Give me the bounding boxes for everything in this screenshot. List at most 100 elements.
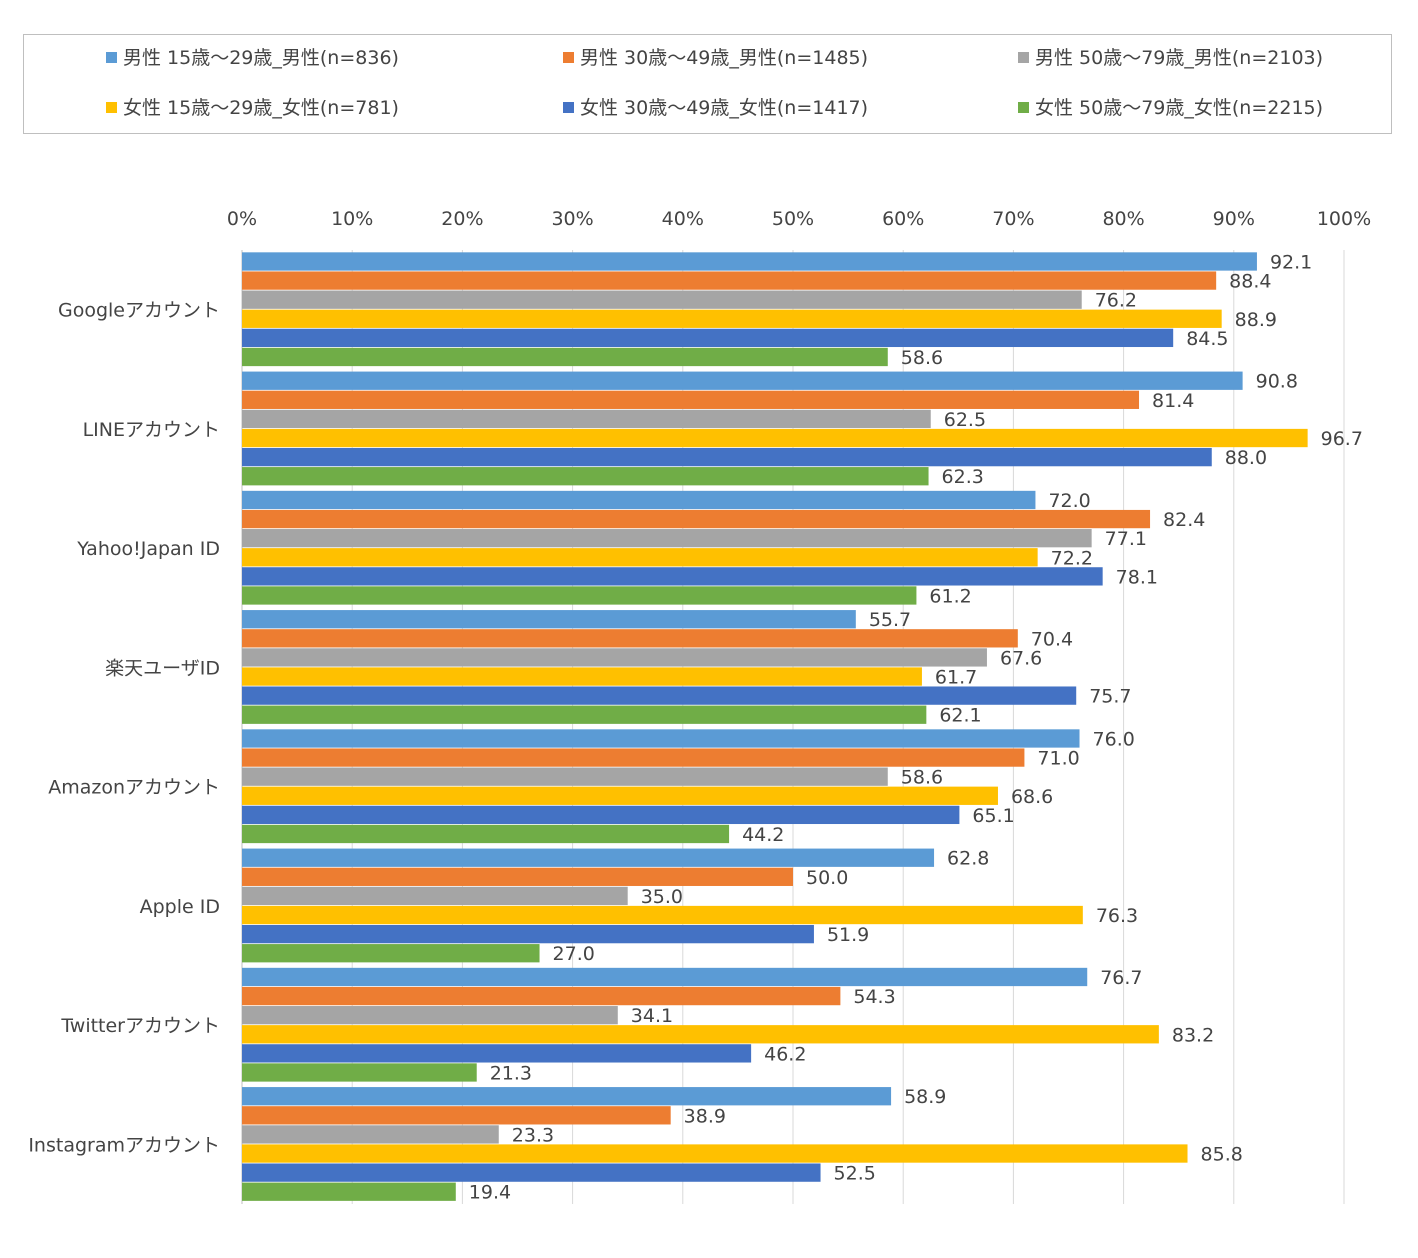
data-label: 70.4 [1031, 628, 1073, 650]
bar [242, 610, 856, 629]
bar [242, 328, 1174, 348]
data-label: 27.0 [553, 943, 595, 965]
bar [242, 290, 1082, 309]
category-label: Amazonアカウント [48, 777, 220, 799]
x-tick-label: 90% [1213, 208, 1255, 230]
data-label: 81.4 [1152, 390, 1194, 412]
data-label: 82.4 [1163, 509, 1205, 531]
x-tick-label: 40% [662, 208, 704, 230]
data-label: 38.9 [684, 1105, 726, 1127]
legend-swatch [563, 52, 574, 63]
legend-label: 男性 15歳～29歳_男性(n=836) [123, 47, 399, 69]
bar [242, 390, 1140, 409]
bar [242, 805, 960, 825]
bar [242, 1044, 752, 1063]
legend-item: 男性 30歳～49歳_男性(n=1485) [563, 47, 868, 69]
data-label: 34.1 [631, 1005, 673, 1027]
bar [242, 529, 1092, 548]
data-label: 46.2 [764, 1043, 806, 1065]
data-label: 78.1 [1116, 566, 1158, 588]
bar [242, 567, 1103, 586]
legend-swatch [106, 102, 117, 113]
data-label: 68.6 [1011, 786, 1053, 808]
bar [242, 252, 1257, 271]
data-label: 58.6 [901, 347, 943, 369]
legend-item: 男性 50歳～79歳_男性(n=2103) [1018, 47, 1323, 69]
x-tick-label: 100% [1317, 208, 1371, 230]
data-label: 76.7 [1100, 967, 1142, 989]
bar [242, 447, 1212, 467]
bar [242, 1006, 618, 1025]
bar [242, 667, 922, 686]
bar [242, 824, 730, 844]
data-label: 62.5 [944, 409, 986, 431]
x-tick-label: 80% [1102, 208, 1144, 230]
x-tick-label: 10% [331, 208, 373, 230]
bar [242, 867, 793, 886]
data-label: 54.3 [853, 986, 895, 1008]
category-label: 楽天ユーザID [105, 657, 220, 679]
bar [242, 848, 935, 867]
data-label: 51.9 [827, 924, 869, 946]
category-label: Instagramアカウント [28, 1134, 220, 1156]
data-label: 67.6 [1000, 647, 1042, 669]
x-tick-label: 50% [772, 208, 814, 230]
category-label: Apple ID [140, 896, 220, 918]
data-label: 83.2 [1172, 1024, 1214, 1046]
data-label: 52.5 [834, 1163, 876, 1185]
bar [242, 1125, 499, 1144]
bar [242, 905, 1083, 925]
data-label: 23.3 [512, 1124, 554, 1146]
data-label: 85.8 [1201, 1144, 1243, 1166]
data-label: 77.1 [1105, 528, 1147, 550]
bar [242, 705, 927, 724]
legend-label: 女性 15歳～29歳_女性(n=781) [123, 97, 399, 119]
bar [242, 586, 917, 605]
data-label: 62.3 [942, 466, 984, 488]
x-tick-label: 20% [441, 208, 483, 230]
bar [242, 629, 1018, 648]
bar [242, 786, 998, 805]
bar [242, 371, 1243, 390]
data-label: 58.9 [904, 1086, 946, 1108]
bar [242, 428, 1308, 448]
data-label: 19.4 [469, 1182, 511, 1204]
bar [242, 1163, 821, 1182]
bar [242, 309, 1222, 328]
bar [242, 944, 540, 963]
data-label: 71.0 [1037, 748, 1079, 770]
category-label: Yahoo!Japan ID [76, 538, 220, 560]
data-label: 35.0 [641, 886, 683, 908]
x-tick-label: 30% [551, 208, 593, 230]
data-label: 84.5 [1186, 328, 1228, 350]
bar [242, 767, 888, 786]
legend-label: 女性 50歳～79歳_女性(n=2215) [1035, 97, 1324, 119]
data-label: 88.0 [1225, 447, 1267, 469]
bar [242, 409, 931, 429]
legend-item: 女性 50歳～79歳_女性(n=2215) [1018, 97, 1323, 119]
bar [242, 686, 1077, 705]
bar [242, 886, 628, 906]
x-tick-label: 60% [882, 208, 924, 230]
data-label: 62.1 [939, 705, 981, 727]
legend-swatch [1018, 52, 1029, 63]
data-label: 61.2 [929, 585, 971, 607]
data-label: 58.6 [901, 767, 943, 789]
bar [242, 467, 929, 486]
legend-item: 女性 15歳～29歳_女性(n=781) [106, 97, 399, 119]
bar [242, 1106, 671, 1125]
legend-swatch [106, 52, 117, 63]
legend-label: 男性 50歳～79歳_男性(n=2103) [1035, 47, 1324, 69]
bar [242, 1087, 892, 1106]
bar [242, 748, 1025, 767]
bar [242, 729, 1080, 748]
bar [242, 1182, 456, 1201]
bar [242, 490, 1036, 510]
data-label: 61.7 [935, 667, 977, 689]
chart-legend: 男性 15歳～29歳_男性(n=836) 男性 30歳～49歳_男性(n=1485… [23, 34, 1392, 134]
legend-swatch [1018, 102, 1029, 113]
bar [242, 967, 1088, 987]
data-label: 44.2 [742, 824, 784, 846]
data-label: 21.3 [490, 1062, 532, 1084]
